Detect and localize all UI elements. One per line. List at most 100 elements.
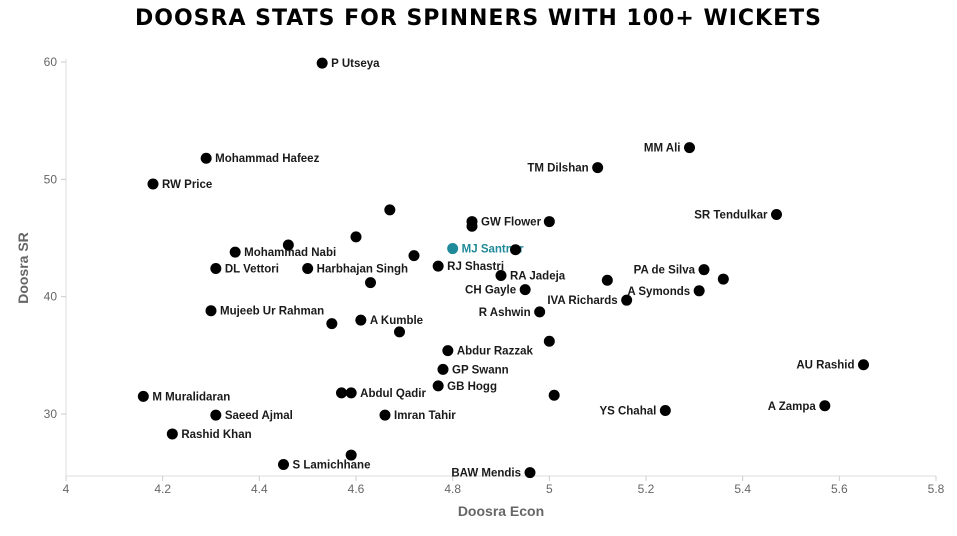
data-point (137, 390, 149, 402)
data-point-label: MJ Santner (462, 244, 525, 256)
data-point (432, 380, 444, 392)
data-point-label: S Lamichhane (293, 459, 371, 471)
data-point (147, 178, 159, 190)
y-axis-label: Doosra SR (15, 232, 31, 304)
data-point-label: Mujeeb Ur Rahman (220, 306, 324, 318)
data-point (205, 305, 217, 317)
data-point (336, 387, 347, 399)
data-point (326, 318, 338, 330)
data-point (442, 345, 454, 357)
data-point-label: Rashid Khan (181, 429, 251, 441)
x-tick-label: 5.4 (734, 482, 751, 496)
data-point (210, 263, 222, 275)
data-point (601, 274, 613, 286)
data-point (345, 449, 357, 461)
x-ticks: 4 4.2 4.4 4.6 4.8 5 5.2 5.4 5.6 5.8 (63, 476, 945, 496)
data-point-label: GW Flower (481, 217, 542, 229)
data-point-label: RW Price (162, 179, 212, 191)
data-point-label: Saeed Ajmal (225, 410, 293, 422)
data-point-label: Harbhajan Singh (317, 264, 408, 276)
data-point (316, 57, 328, 69)
data-point (365, 277, 376, 289)
data-point-label: A Kumble (370, 315, 423, 327)
data-point (548, 389, 560, 401)
data-point (166, 428, 178, 440)
data-point-label: PA de Silva (634, 265, 696, 277)
chart-title: DOOSRA STATS FOR SPINNERS WITH 100+ WICK… (135, 6, 822, 31)
x-tick-label: 4.2 (154, 482, 171, 496)
data-point (229, 246, 241, 258)
data-point-label: P Utseya (331, 58, 380, 70)
data-point-label: CH Gayle (465, 285, 516, 297)
data-point (698, 264, 710, 276)
x-tick-label: 4 (63, 482, 70, 496)
data-point-label: GB Hogg (447, 381, 497, 393)
data-point-label: SR Tendulkar (694, 210, 768, 222)
y-tick-label: 30 (44, 407, 58, 421)
data-point (394, 326, 405, 338)
data-point-label: DL Vettori (225, 264, 279, 276)
data-point (384, 204, 396, 216)
data-point (437, 363, 449, 375)
data-point (210, 409, 222, 421)
x-tick-label: 5.8 (928, 482, 945, 496)
data-point (819, 400, 831, 412)
x-tick-label: 4.4 (251, 482, 268, 496)
data-point-label: GP Swann (452, 364, 509, 376)
data-point (408, 250, 420, 262)
data-point-label: MM Ali (644, 143, 681, 155)
data-point (592, 162, 604, 174)
data-point (432, 260, 444, 272)
data-point-label: M Muralidaran (152, 391, 230, 403)
data-point (524, 467, 536, 479)
data-point-label: BAW Mendis (451, 468, 521, 480)
data-point-label: Abdur Razzak (457, 346, 534, 358)
data-point-label: Mohammad Nabi (244, 247, 336, 259)
y-tick-label: 40 (44, 290, 58, 304)
y-tick-label: 60 (44, 55, 58, 69)
data-point (302, 263, 314, 275)
x-tick-label: 5.6 (831, 482, 848, 496)
data-point (717, 273, 729, 285)
axes (65, 59, 936, 477)
data-point (659, 404, 671, 416)
x-tick-label: 4.6 (348, 482, 365, 496)
data-point (495, 270, 507, 282)
data-point-label: IVA Richards (547, 295, 617, 307)
y-tick-label: 50 (44, 172, 58, 186)
data-point (771, 209, 782, 221)
y-ticks: 30 40 50 60 (44, 55, 66, 421)
data-point-label: Imran Tahir (394, 410, 456, 422)
data-point (345, 387, 357, 399)
data-point (447, 243, 459, 255)
x-tick-label: 5.2 (638, 482, 655, 496)
x-tick-label: 5 (546, 482, 553, 496)
data-point-label: Abdul Qadir (360, 388, 426, 400)
data-point (543, 335, 555, 347)
data-point-label: AU Rashid (796, 360, 854, 372)
data-point-label: YS Chahal (599, 405, 656, 417)
points-layer: P Utseya Mohammad Hafeez RW Price MM Ali TM … (137, 57, 869, 480)
data-point (466, 220, 478, 232)
data-point-label: R Ashwin (479, 307, 531, 319)
data-point (684, 142, 695, 154)
data-point (693, 285, 705, 297)
data-point (543, 216, 555, 228)
data-point-label: RJ Shastri (447, 261, 504, 273)
x-axis-label: Doosra Econ (458, 503, 544, 519)
data-point (282, 239, 294, 251)
data-point (379, 409, 391, 421)
data-point (355, 314, 367, 326)
data-point (621, 294, 633, 306)
x-tick-label: 4.8 (444, 482, 461, 496)
data-point (278, 458, 289, 470)
data-point (519, 284, 531, 296)
data-point (510, 244, 521, 256)
data-point-label: A Zampa (768, 401, 817, 413)
data-point (350, 231, 362, 243)
data-point (534, 306, 546, 318)
data-point-label: TM Dilshan (527, 163, 588, 175)
data-point (200, 152, 212, 164)
data-point-label: RA Jadeja (510, 271, 566, 283)
